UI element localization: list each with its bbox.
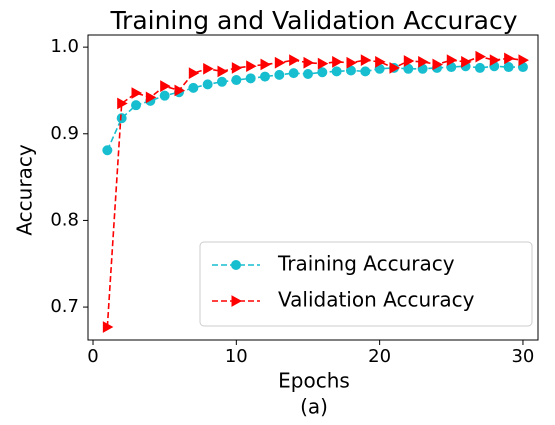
caption: (a) <box>300 395 328 419</box>
x-tick-label: 30 <box>511 346 534 367</box>
data-point <box>188 67 200 79</box>
data-point <box>504 52 515 65</box>
data-point <box>260 58 272 71</box>
data-point <box>231 75 242 86</box>
data-point <box>246 60 257 73</box>
data-point <box>160 80 171 92</box>
x-tick-label: 20 <box>368 346 391 367</box>
data-point <box>202 79 213 90</box>
data-point <box>303 56 315 69</box>
x-tick-label: 10 <box>225 346 248 367</box>
y-axis-label: Accuracy <box>13 144 37 235</box>
data-point <box>131 100 142 111</box>
data-point <box>145 91 157 104</box>
legend-label: Training Accuracy <box>277 252 455 276</box>
data-point <box>446 54 458 66</box>
data-point <box>289 54 300 66</box>
data-point <box>518 54 529 66</box>
data-point <box>217 65 229 78</box>
data-point <box>245 73 256 84</box>
data-point <box>102 321 114 333</box>
data-point <box>302 68 313 79</box>
x-axis-label: Epochs <box>278 369 350 393</box>
data-point <box>332 56 343 68</box>
legend-label: Validation Accuracy <box>278 288 475 312</box>
data-point <box>475 50 486 63</box>
y-tick-label: 1.0 <box>50 36 79 57</box>
plot-frame <box>87 34 539 341</box>
y-tick-label: 0.8 <box>50 209 79 230</box>
data-point <box>131 87 143 99</box>
legend-marker <box>231 295 243 307</box>
data-point <box>461 56 472 68</box>
y-tick-label: 0.7 <box>50 296 79 317</box>
data-point <box>102 145 113 156</box>
data-point <box>389 62 401 74</box>
data-point <box>116 113 127 124</box>
data-point <box>317 57 329 70</box>
data-point <box>203 62 214 75</box>
data-point <box>346 56 358 69</box>
data-point <box>274 56 286 69</box>
y-tick-label: 0.9 <box>50 123 79 144</box>
data-point <box>231 62 243 74</box>
data-point <box>503 62 514 73</box>
data-point <box>117 97 128 110</box>
x-tick-label: 0 <box>87 346 98 367</box>
data-point <box>159 90 170 101</box>
data-point <box>317 67 328 78</box>
data-point <box>331 66 342 77</box>
data-point <box>360 54 372 66</box>
legend-box <box>199 241 533 327</box>
data-point <box>360 66 371 77</box>
data-point <box>418 56 429 68</box>
data-point <box>375 56 386 68</box>
chart-title: Training and Validation Accuracy <box>109 6 517 35</box>
data-point <box>489 54 501 66</box>
data-point <box>174 84 186 97</box>
data-point <box>432 58 443 71</box>
data-point <box>403 55 415 67</box>
series-line <box>106 65 523 151</box>
data-point <box>259 71 270 82</box>
data-point <box>188 82 199 93</box>
data-point <box>474 62 485 73</box>
data-point <box>216 76 227 87</box>
data-point <box>288 68 299 79</box>
legend-marker <box>231 260 241 270</box>
data-point <box>274 69 285 80</box>
